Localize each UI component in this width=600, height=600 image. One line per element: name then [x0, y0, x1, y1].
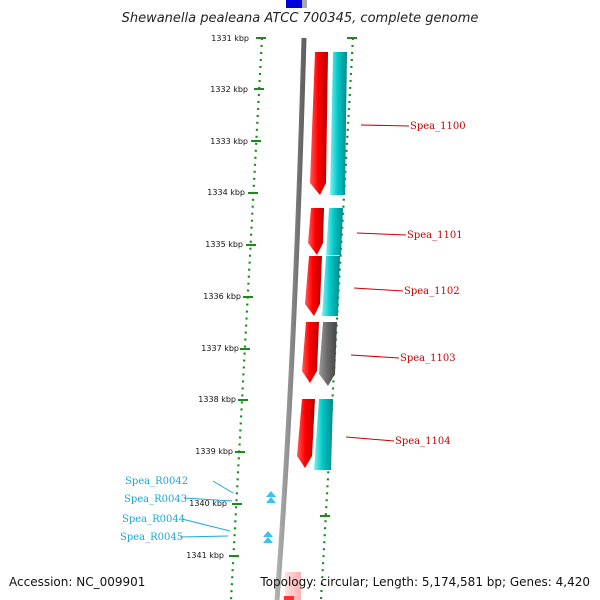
tick-label: 1337 kbp	[201, 344, 239, 353]
cog-feature-spea-1100[interactable]	[330, 52, 347, 195]
rna-arrow-spea-r0045[interactable]	[263, 537, 273, 543]
rna-label-spea-r0044[interactable]: Spea_R0044	[122, 514, 185, 525]
gene-label-spea-1101[interactable]: Spea_1101	[407, 230, 463, 241]
cds-features[interactable]	[297, 52, 328, 468]
cds-feature-partial	[285, 572, 301, 600]
tick-label: 1332 kbp	[210, 85, 248, 94]
leader-line	[353, 287, 404, 292]
map-title: Shewanella pealeana ATCC 700345, complet…	[122, 11, 479, 26]
inner-ruler-line	[229, 37, 264, 600]
gene-label-spea-1100[interactable]: Spea_1100	[410, 121, 466, 132]
genome-summary: Topology: circular; Length: 5,174,581 bp…	[259, 575, 590, 589]
leader-line	[212, 480, 234, 494]
tick-label: 1338 kbp	[198, 395, 236, 404]
outer-ruler-line	[319, 37, 355, 600]
tick-label: 1331 kbp	[211, 34, 249, 43]
accession-text: Accession: NC_009901	[9, 575, 145, 589]
cds-arrow-spea-1100[interactable]	[310, 52, 328, 195]
gene-leader-lines	[345, 124, 410, 442]
rna-leader-lines	[179, 480, 234, 538]
backbone-marker	[302, 0, 307, 8]
cds-arrow-spea-1103[interactable]	[302, 322, 319, 383]
ruler-ticks	[229, 37, 357, 557]
tick-label: 1335 kbp	[205, 240, 243, 249]
tick-labels: 1331 kbp 1332 kbp 1333 kbp 1334 kbp 1335…	[186, 34, 249, 560]
tick-label: 1333 kbp	[210, 137, 248, 146]
cog-feature-spea-1103[interactable]	[319, 322, 337, 386]
cog-feature-spea-1101[interactable]	[326, 208, 343, 255]
gene-labels[interactable]: Spea_1100 Spea_1101 Spea_1102 Spea_1103 …	[395, 121, 466, 447]
genome-backbone	[274, 37, 307, 600]
cog-features[interactable]	[314, 52, 347, 470]
tick-label: 1341 kbp	[186, 551, 224, 560]
cds-arrow-spea-1102[interactable]	[305, 256, 322, 316]
rna-labels[interactable]: Spea_R0042 Spea_R0043 Spea_R0044 Spea_R0…	[120, 476, 188, 543]
tick-label: 1336 kbp	[203, 292, 241, 301]
leader-line	[360, 124, 410, 127]
leader-line	[356, 232, 407, 236]
gene-label-spea-1104[interactable]: Spea_1104	[395, 436, 451, 447]
tick-label: 1339 kbp	[195, 447, 233, 456]
leader-line	[345, 436, 395, 442]
leader-line	[183, 497, 233, 502]
gene-label-spea-1103[interactable]: Spea_1103	[400, 353, 456, 364]
rna-label-spea-r0045[interactable]: Spea_R0045	[120, 532, 183, 543]
cds-arrow-spea-1104[interactable]	[297, 399, 315, 468]
tick-label: 1340 kbp	[189, 499, 227, 508]
rna-label-spea-r0043[interactable]: Spea_R0043	[124, 494, 187, 505]
gene-label-spea-1102[interactable]: Spea_1102	[404, 286, 460, 297]
rna-features[interactable]	[263, 491, 276, 543]
rna-arrow-spea-r0044[interactable]	[263, 531, 273, 537]
leader-line	[350, 354, 400, 359]
leader-line	[181, 518, 231, 532]
cog-feature-spea-1104[interactable]	[314, 399, 333, 470]
rna-arrow-spea-r0042[interactable]	[266, 491, 276, 497]
tick-label: 1334 kbp	[207, 188, 245, 197]
rna-label-spea-r0042[interactable]: Spea_R0042	[125, 476, 188, 487]
leader-line	[179, 535, 229, 538]
cds-arrow-spea-1101[interactable]	[308, 208, 324, 255]
cog-feature-spea-1102[interactable]	[322, 256, 340, 316]
rna-arrow-spea-r0043[interactable]	[266, 497, 276, 503]
backbone-marker	[286, 0, 302, 8]
cds-feature-partial	[284, 596, 294, 600]
